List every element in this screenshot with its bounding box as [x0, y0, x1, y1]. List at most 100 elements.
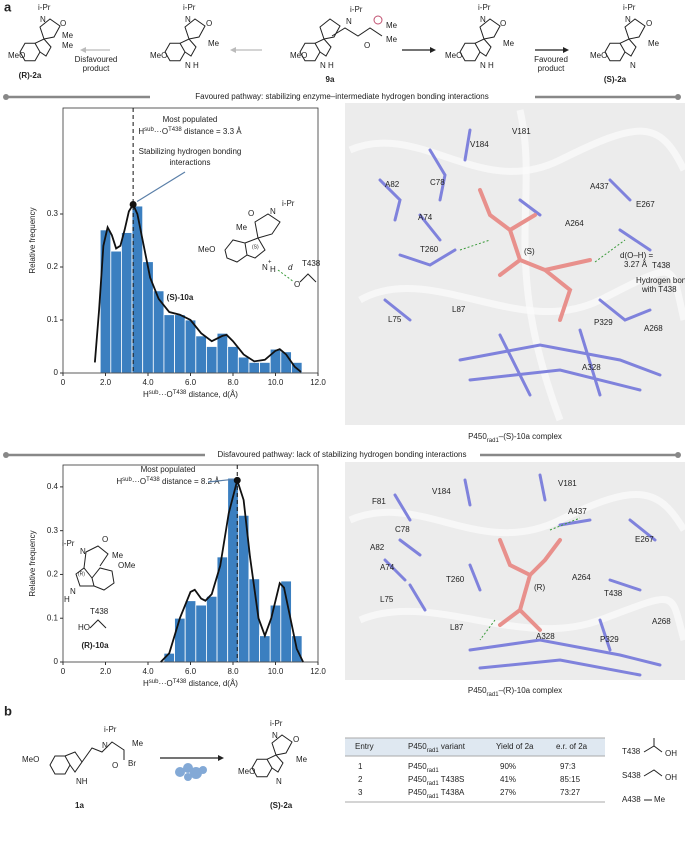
annotation: Most populated [141, 465, 196, 474]
table-cell: 2 [358, 775, 363, 784]
atom: Me [654, 795, 666, 804]
x-axis-label: Hsub···OT438 distance, d(Å) [143, 390, 238, 400]
atom: O [646, 19, 652, 28]
bar [142, 261, 154, 374]
table-header: Yield of 2a [496, 742, 534, 751]
y-tick-label: 0.2 [47, 570, 59, 579]
atom: H [64, 595, 70, 604]
residue-label: A328 [582, 363, 601, 372]
atom: NH [76, 777, 88, 786]
atom: N [185, 15, 191, 24]
atom: Me [648, 39, 660, 48]
atom: O [102, 535, 108, 544]
distance-label: 3.27 Å [624, 260, 648, 269]
caption: P450rad1–(S)-10a complex [468, 432, 562, 443]
header-part: rad1 [427, 748, 440, 754]
banner-text: Disfavoured pathway: lack of stabilizing… [217, 450, 466, 459]
x-axis-label: Hsub···OT438 distance, d(Å) [143, 679, 238, 689]
atom: Me [386, 21, 398, 30]
arrow-label: Disfavoured [75, 55, 118, 64]
bar [174, 314, 186, 374]
table-cell: 27% [500, 788, 516, 797]
atom: MeO [22, 755, 39, 764]
residue-label: P329 [594, 318, 613, 327]
atom: OMe [118, 561, 136, 570]
x-tick-label: 8.0 [227, 667, 239, 676]
y-tick-label: 0 [54, 368, 59, 377]
bar [99, 229, 112, 374]
bar [184, 600, 197, 663]
atom: N [630, 61, 636, 70]
text-part: T438S [439, 775, 465, 784]
atom: H [328, 61, 334, 70]
bar [216, 332, 229, 374]
arrow-head [80, 47, 86, 53]
atom: O [500, 19, 506, 28]
atom: i-Pr [478, 3, 491, 12]
residue-label: V184 [432, 487, 451, 496]
arrow-label: product [83, 64, 110, 73]
banner-text: Favoured pathway: stabilizing enzyme–int… [195, 92, 489, 101]
compound-label: (S)-10a [167, 293, 194, 302]
table-cell: P450rad1 T438A [408, 788, 465, 799]
caption-part: rad1 [487, 438, 500, 444]
atom: i-Pr [62, 539, 75, 548]
residue-label: A268 [652, 617, 671, 626]
residue-label: A264 [572, 573, 591, 582]
caption-part: –(S)-10a complex [499, 432, 562, 441]
residue-label: A74 [418, 213, 433, 222]
atom: N [262, 263, 268, 272]
text-part: ···O [158, 679, 172, 688]
table-header: Entry [355, 742, 374, 751]
atom: O [293, 735, 299, 744]
y-tick-label: 0.1 [47, 613, 59, 622]
compound-label: 1a [75, 801, 84, 810]
residue-label: V181 [512, 127, 531, 136]
atom: O [248, 209, 254, 218]
x-tick-label: 4.0 [142, 378, 154, 387]
atom: N [102, 741, 108, 750]
bar [227, 346, 239, 374]
text-part: ···O [132, 477, 146, 486]
scheme-b: MeO N i-Pr O Me Br NH 1a MeO N i-Pr O Me… [22, 719, 308, 810]
x-tick-label: 12.0 [310, 667, 326, 676]
x-tick-label: 0 [61, 667, 66, 676]
annotation-green: interactions [170, 158, 211, 167]
y-tick-label: 0.3 [47, 526, 59, 535]
atom: N [346, 17, 352, 26]
residue-label: L87 [452, 305, 466, 314]
residue-label: C78 [430, 178, 445, 187]
inset-structure: MeO N i-Pr O Me (S) N + H d O T438 (S)-1… [167, 199, 321, 302]
text-part: T438 [173, 679, 187, 685]
stereo-label: (R) [534, 583, 545, 592]
atom: N [480, 15, 486, 24]
atom: Me [62, 41, 74, 50]
atom: N [276, 777, 282, 786]
text-part: T438 [146, 477, 160, 483]
residue-label: L87 [450, 623, 464, 632]
bar [195, 604, 207, 663]
hbond-label: Hydrogen bond [636, 276, 685, 285]
atom: O [206, 19, 212, 28]
bar [259, 361, 271, 374]
text-part: sub [149, 679, 159, 685]
arrow-head [230, 47, 236, 53]
text-part: ···O [158, 390, 172, 399]
header-part: variant [439, 742, 466, 751]
residue-label: T438 [622, 747, 641, 756]
bar [195, 335, 207, 374]
caption-part: P450 [468, 686, 487, 695]
distance-label: d [288, 263, 293, 272]
caption-part: –(R)-10a complex [499, 686, 563, 695]
x-tick-label: 10.0 [268, 667, 284, 676]
residue-label: A328 [536, 632, 555, 641]
atom: Me [236, 223, 248, 232]
atom: H [270, 265, 276, 274]
residue-label: F81 [372, 497, 386, 506]
atom: i-Pr [38, 3, 51, 12]
atom: OH [665, 749, 677, 758]
atom: N [272, 731, 278, 740]
residue-label: T438 [302, 259, 321, 268]
bond [331, 27, 383, 37]
header-part: P450 [408, 742, 427, 751]
